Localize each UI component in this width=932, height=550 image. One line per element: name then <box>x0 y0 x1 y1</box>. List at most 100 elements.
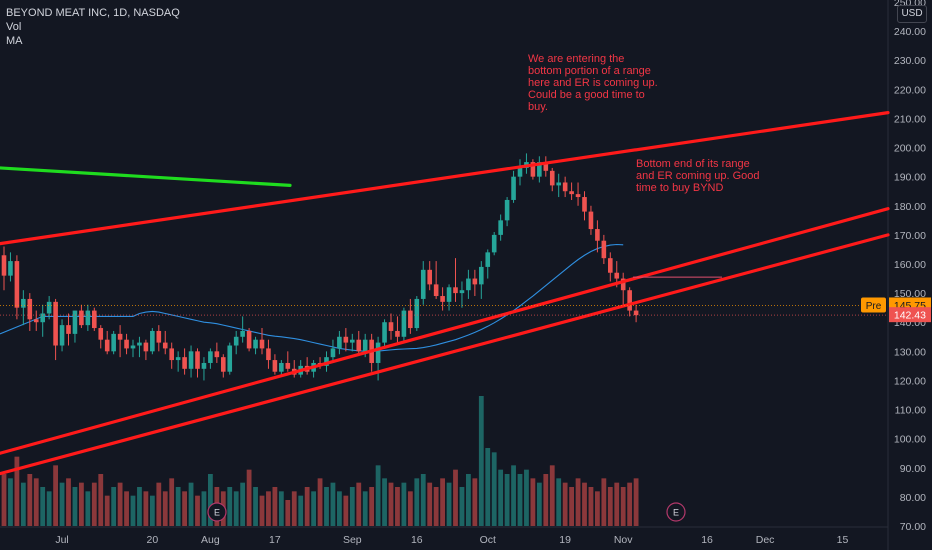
candle-body[interactable] <box>614 272 620 279</box>
candle-body[interactable] <box>150 330 155 352</box>
candle-body[interactable] <box>620 278 626 291</box>
candle-body[interactable] <box>66 325 71 334</box>
candle-body[interactable] <box>575 194 581 198</box>
candle-body[interactable] <box>214 351 220 358</box>
candle-body[interactable] <box>92 310 97 329</box>
candle-body[interactable] <box>188 351 194 369</box>
candle-body[interactable] <box>53 301 58 346</box>
candle-body[interactable] <box>240 330 245 337</box>
candle-body[interactable] <box>143 342 149 352</box>
candle-body[interactable] <box>498 220 503 235</box>
candle-body[interactable] <box>485 252 491 267</box>
candle-body[interactable] <box>324 357 329 366</box>
candle-body[interactable] <box>195 351 200 369</box>
candle-body[interactable] <box>350 339 355 343</box>
candle-body[interactable] <box>420 269 426 299</box>
candle-body[interactable] <box>104 339 110 352</box>
annotation-range-note[interactable]: We are entering the bottom portion of a … <box>528 53 658 113</box>
candle-body[interactable] <box>21 298 26 308</box>
candle-body[interactable] <box>272 360 278 372</box>
candle-body[interactable] <box>511 176 516 200</box>
last-price-badge[interactable] <box>889 307 931 323</box>
candle-body[interactable] <box>221 357 226 372</box>
candle-body[interactable] <box>182 357 187 369</box>
candle-body[interactable] <box>549 170 555 186</box>
candle-body[interactable] <box>401 310 407 337</box>
candle-body[interactable] <box>582 197 587 212</box>
candle-body[interactable] <box>453 287 458 294</box>
candle-body[interactable] <box>633 310 639 316</box>
candle-body[interactable] <box>46 301 52 314</box>
candle-body[interactable] <box>98 328 104 340</box>
candle-body[interactable] <box>408 310 413 329</box>
candle-body[interactable] <box>595 229 600 241</box>
candle-body[interactable] <box>246 330 252 349</box>
price-axis-panel[interactable] <box>888 0 932 550</box>
candle-body[interactable] <box>588 211 594 230</box>
moving-average-line[interactable] <box>0 243 624 352</box>
candle-body[interactable] <box>382 322 387 343</box>
annotation-bottom-note[interactable]: Bottom end of its range and ER coming up… <box>636 158 760 194</box>
symbol-title[interactable]: BEYOND MEAT INC, 1D, NASDAQ <box>6 7 180 19</box>
candle-body[interactable] <box>33 319 39 323</box>
candle-body[interactable] <box>395 330 400 337</box>
candle-body[interactable] <box>556 182 561 186</box>
ma-indicator-label[interactable]: MA <box>6 35 23 47</box>
candle-body[interactable] <box>266 348 271 361</box>
candle-body[interactable] <box>537 162 542 177</box>
candle-body[interactable] <box>253 339 258 349</box>
candle-body[interactable] <box>472 278 478 285</box>
candle-body[interactable] <box>627 290 632 311</box>
candle-body[interactable] <box>72 310 78 334</box>
candle-body[interactable] <box>79 310 84 326</box>
candle-body[interactable] <box>337 336 342 349</box>
candle-body[interactable] <box>117 333 123 340</box>
candle-body[interactable] <box>175 357 181 361</box>
candle-body[interactable] <box>504 199 510 221</box>
candle-body[interactable] <box>440 296 445 302</box>
candle-body[interactable] <box>388 322 394 331</box>
candle-body[interactable] <box>59 325 65 346</box>
candle-body[interactable] <box>491 234 497 253</box>
candle-body[interactable] <box>330 348 336 358</box>
candle-body[interactable] <box>427 269 432 285</box>
candle-body[interactable] <box>124 339 129 349</box>
green-trendline[interactable] <box>0 166 292 187</box>
red-trendline[interactable] <box>0 111 890 246</box>
candle-body[interactable] <box>137 342 142 346</box>
candle-body[interactable] <box>375 342 381 363</box>
red-trendline[interactable] <box>0 233 890 476</box>
currency-button[interactable]: USD <box>897 5 927 23</box>
candle-body[interactable] <box>562 182 568 192</box>
candle-body[interactable] <box>14 261 20 308</box>
red-trendline[interactable] <box>0 207 890 455</box>
candle-body[interactable] <box>1 255 7 276</box>
candle-body[interactable] <box>543 162 549 171</box>
candle-body[interactable] <box>466 278 471 291</box>
candle-body[interactable] <box>517 167 523 177</box>
candle-body[interactable] <box>162 342 168 349</box>
candle-body[interactable] <box>530 162 536 177</box>
candle-body[interactable] <box>343 336 349 343</box>
candle-body[interactable] <box>608 258 613 273</box>
candle-body[interactable] <box>27 298 33 320</box>
candle-body[interactable] <box>201 362 207 369</box>
candle-body[interactable] <box>414 298 420 329</box>
candle-body[interactable] <box>40 313 45 323</box>
candle-body[interactable] <box>227 345 233 372</box>
candle-body[interactable] <box>156 330 162 343</box>
earnings-marker-icon[interactable] <box>207 502 227 522</box>
candle-body[interactable] <box>111 333 116 352</box>
candle-body[interactable] <box>279 362 284 372</box>
candle-body[interactable] <box>208 351 213 363</box>
earnings-marker-icon[interactable] <box>666 502 686 522</box>
candle-body[interactable] <box>459 290 465 294</box>
candle-body[interactable] <box>446 287 452 302</box>
candle-body[interactable] <box>8 261 13 276</box>
candle-body[interactable] <box>569 191 574 195</box>
candle-body[interactable] <box>433 284 439 297</box>
candle-body[interactable] <box>259 339 265 349</box>
candle-body[interactable] <box>169 348 174 361</box>
candle-body[interactable] <box>601 240 607 259</box>
